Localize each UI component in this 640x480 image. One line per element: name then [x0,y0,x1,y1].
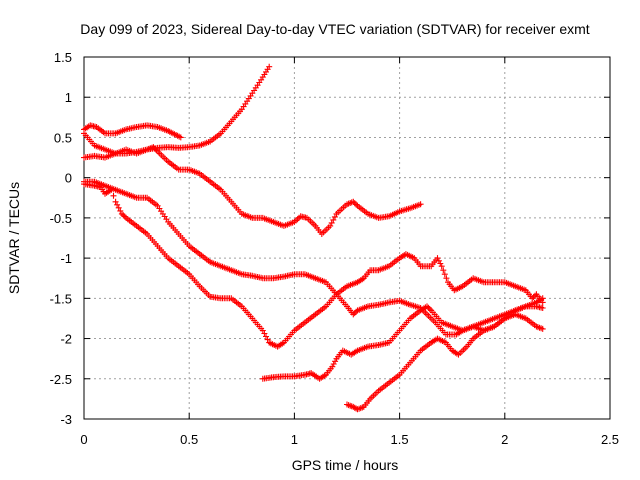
y-tick-label: -2.5 [50,372,72,387]
plot-frame [83,56,611,420]
grid-lines [84,57,610,419]
y-tick-label: -1 [60,251,72,266]
x-tick-label: 1 [291,432,298,447]
x-tick-label: 1.5 [391,432,409,447]
x-tick-label: 0 [80,432,87,447]
data-point-markers [81,122,184,141]
data-point-markers [344,311,546,413]
y-tick-label: 1 [65,90,72,105]
y-axis-label: SDTVAR / TECUs [6,182,22,294]
y-tick-label: -2 [60,332,72,347]
y-tick-label: 0.5 [54,130,72,145]
series-7 [344,311,546,413]
series-3 [81,144,424,237]
chart-title: Day 099 of 2023, Sidereal Day-to-day VTE… [80,21,589,37]
data-point-markers [81,144,424,237]
y-tick-label: -3 [60,412,72,427]
x-axis-label: GPS time / hours [292,457,399,473]
x-tick-label: 2 [501,432,508,447]
series-5 [81,178,546,338]
y-tick-label: 0 [65,171,72,186]
series-2 [81,63,273,157]
y-tick-label: 1.5 [54,50,72,65]
x-tick-label: 2.5 [601,432,619,447]
data-point-markers [81,63,273,157]
axis-ticks: 0 0.5 1 1.5 2 2.5 -3 -2.5 -2 -1.5 -1 -0.5 0 0.5 1 1.5 [50,50,619,447]
series-1 [81,122,184,141]
data-marks [81,63,546,413]
x-tick-label: 0.5 [180,432,198,447]
data-point-markers [81,178,546,338]
y-tick-label: -1.5 [50,291,72,306]
y-tick-label: -0.5 [50,211,72,226]
